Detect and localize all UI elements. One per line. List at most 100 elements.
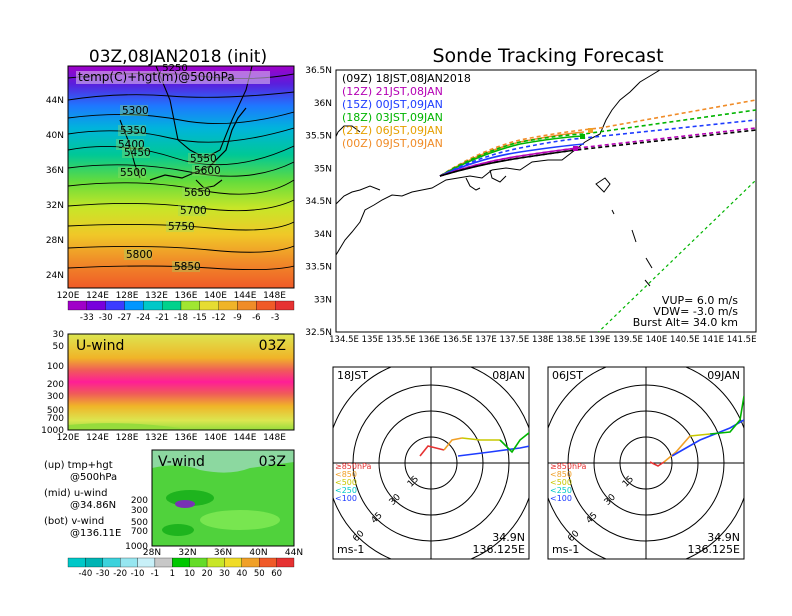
temp-colorbar-swatch — [237, 300, 257, 311]
temp-colorbar-swatch — [199, 300, 219, 311]
wind-colorbar-label: 60 — [271, 569, 282, 579]
temp-colorbar-label: -9 — [233, 313, 241, 323]
hodo-legend-entry: <500 — [335, 478, 357, 487]
hodo-legend-entry: <250 — [550, 486, 572, 495]
wind-colorbar-label: -30 — [96, 569, 110, 579]
hodograph-1 — [332, 366, 530, 560]
track-map: (09Z) 18JST,08JAN2018(12Z) 21JST,08JAN(1… — [305, 66, 757, 345]
map-lon-tick: 140E — [204, 291, 227, 301]
track-lat-tick: 35N — [314, 164, 332, 174]
temp-colorbar-swatch — [86, 300, 106, 311]
wind-colorbar-swatch — [137, 557, 156, 568]
wind-colorbar-swatch — [276, 557, 295, 568]
wind-colorbar-swatch — [67, 557, 86, 568]
hodo-lon: 136.125E — [688, 543, 740, 556]
track-lon-tick: 136.5E — [443, 335, 473, 345]
uwind-lon-tick: 128E — [116, 433, 139, 443]
track-lon-tick: 138.5E — [556, 335, 586, 345]
uwind-level-tick: 500 — [47, 406, 64, 416]
track-lon-tick: 134.5E — [329, 335, 359, 345]
wind-colorbar-swatch — [120, 557, 138, 568]
temp-colorbar-label: -18 — [174, 313, 188, 323]
vwind-title: V-wind — [158, 454, 205, 470]
wind-colorbar-swatch — [85, 557, 103, 568]
vwind-lat-tick: 44N — [285, 548, 303, 558]
temp-colorbar-swatch — [143, 300, 163, 311]
temp-colorbar-label: -27 — [118, 313, 132, 323]
vwind-lat-tick: 28N — [143, 548, 161, 558]
legend-entry: (09Z) 18JST,08JAN2018 — [342, 72, 471, 85]
hodo-date: 08JAN — [492, 369, 525, 382]
hodo-legend-entry: <500 — [550, 478, 572, 487]
note-line: @34.86N — [70, 500, 116, 511]
wind-colorbar-swatch — [224, 557, 242, 568]
contour-label: 5550 — [190, 153, 217, 165]
track-lon-tick: 139.5E — [613, 335, 643, 345]
map-field-label: temp(C)+hgt(m)@500hPa — [78, 70, 235, 84]
uwind-lon-tick: 120E — [57, 433, 80, 443]
wind-colorbar-label: 10 — [184, 569, 195, 579]
temp-colorbar-swatch — [67, 300, 87, 311]
map-lon-tick: 120E — [57, 291, 80, 301]
map-lon-tick: 124E — [86, 291, 109, 301]
run-info: VDW= -3.0 m/s — [653, 305, 738, 318]
map-lon-tick: 132E — [145, 291, 168, 301]
map-lon-tick: 128E — [116, 291, 139, 301]
track-lon-tick: 135.5E — [386, 335, 416, 345]
temp-colorbar-label: -6 — [252, 313, 260, 323]
run-info: Burst Alt= 34.0 km — [633, 316, 738, 329]
contour-label: 5600 — [194, 165, 221, 177]
vwind-level-tick: 500 — [131, 518, 148, 528]
map-lat-tick: 44N — [46, 96, 64, 106]
wind-colorbar-swatch — [154, 557, 173, 568]
hodo-lat: 34.9N — [707, 531, 740, 544]
wind-colorbar-label: -40 — [78, 569, 92, 579]
map-lat-tick: 24N — [46, 271, 64, 281]
uwind-level-tick: 100 — [47, 362, 64, 372]
hodo-time: 18JST — [337, 369, 368, 382]
legend-entry: (21Z) 06JST,09JAN — [342, 124, 443, 137]
hodo-legend-entry: <100 — [550, 494, 572, 503]
contour-label: 5450 — [124, 147, 151, 159]
temp-colorbar-label: -21 — [155, 313, 169, 323]
map-lon-tick: 136E — [175, 291, 198, 301]
temp-colorbar-label: -33 — [80, 313, 94, 323]
uwind-level-tick: 300 — [47, 392, 64, 402]
contour-label: 5300 — [122, 105, 149, 117]
hodo-legend-entry: <100 — [335, 494, 357, 503]
track-lat-tick: 34.5N — [305, 197, 332, 207]
uwind-lon-tick: 124E — [86, 433, 109, 443]
uwind-lon-tick: 136E — [175, 433, 198, 443]
track-lat-tick: 35.5N — [305, 132, 332, 142]
temp-colorbar-swatch — [162, 300, 182, 311]
track-lon-tick: 135E — [362, 335, 384, 345]
vwind-time: 03Z — [259, 454, 286, 470]
run-info: VUP= 6.0 m/s — [662, 294, 738, 307]
wind-colorbar-label: 1 — [170, 569, 175, 579]
temp-colorbar-label: -30 — [99, 313, 113, 323]
temp-colorbar-swatch — [124, 300, 144, 311]
vwind-level-tick: 700 — [131, 527, 148, 537]
map-lat-tick: 32N — [46, 201, 64, 211]
wind-colorbar-swatch — [259, 557, 277, 568]
contour-label-top: 5250 — [162, 63, 187, 74]
vwind-level-tick: 1000 — [125, 542, 148, 552]
note-line: (bot) v-wind — [44, 516, 104, 527]
hodograph-2 — [547, 366, 745, 560]
temp-colorbar-label: -24 — [136, 313, 150, 323]
legend-entry: (12Z) 21JST,08JAN — [342, 85, 443, 98]
track-lon-tick: 136E — [418, 335, 440, 345]
uwind-lon-tick: 144E — [234, 433, 257, 443]
temp-colorbar-swatch — [105, 300, 125, 311]
wind-colorbar-swatch — [172, 557, 190, 568]
temp-colorbar: -33 -30 -27 -24 -21 -18 -15 -12 -9 -6 -3 — [67, 300, 295, 323]
note-line: @136.11E — [70, 528, 121, 539]
uwind-level-tick: 700 — [47, 414, 64, 424]
uwind-lon-tick: 148E — [263, 433, 286, 443]
wind-colorbar-swatch — [102, 557, 121, 568]
temp-colorbar-swatch — [256, 300, 276, 311]
map-lon-tick: 148E — [263, 291, 286, 301]
